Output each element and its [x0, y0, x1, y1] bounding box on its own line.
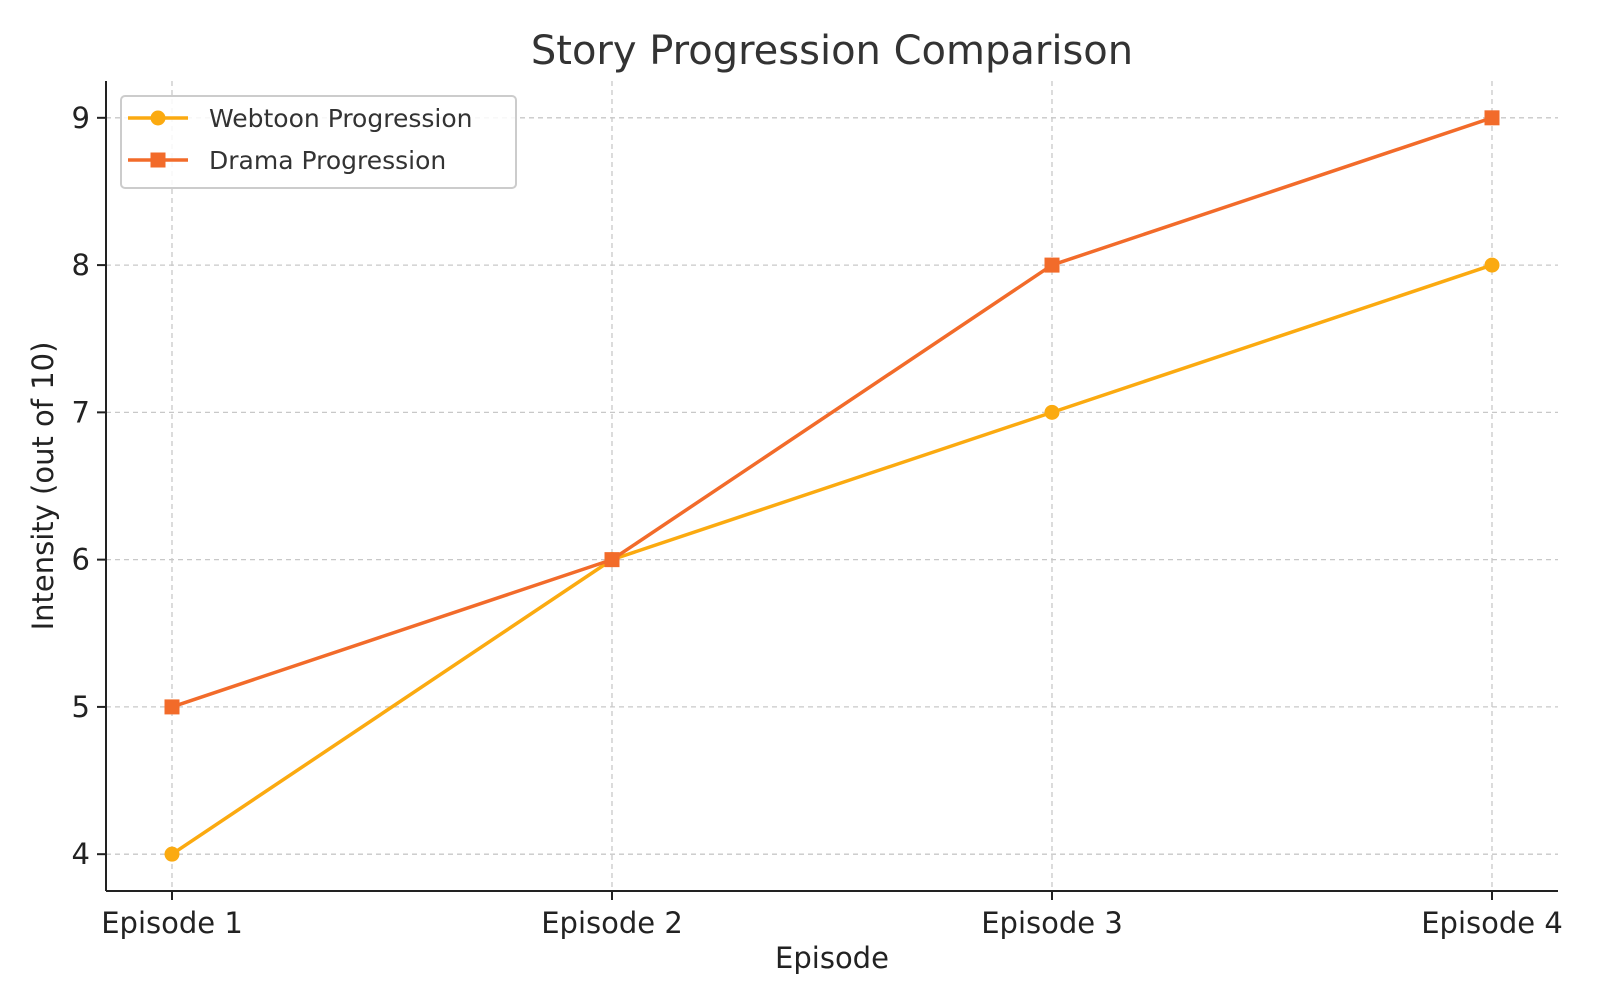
legend-box	[120, 95, 517, 189]
data-point	[1484, 257, 1500, 273]
x-tick-label: Episode 3	[981, 906, 1123, 940]
legend-marker-swatch	[150, 110, 166, 126]
y-tick-label: 5	[72, 690, 90, 724]
y-tick-label: 4	[72, 837, 90, 871]
legend-label: Drama Progression	[209, 146, 446, 175]
data-point	[1044, 257, 1060, 273]
series-line	[171, 263, 1493, 856]
data-point	[1044, 404, 1060, 420]
legend-item: Drama Progression	[128, 146, 446, 175]
x-tick-label: Episode 2	[541, 906, 683, 940]
data-point	[1484, 110, 1500, 126]
legend-marker-swatch	[150, 152, 166, 168]
legend: Webtoon Progression Drama Progression	[120, 95, 517, 189]
y-tick-label: 9	[72, 101, 90, 135]
x-tick-label: Episode 1	[101, 906, 243, 940]
y-tick-label: 6	[72, 543, 90, 577]
chart-title: Story Progression Comparison	[531, 28, 1133, 74]
legend-label: Webtoon Progression	[209, 104, 472, 133]
y-tick-label: 8	[72, 248, 90, 282]
ticks: 4 5 6 7 8 9 Episode 1 Episode 2 Episode 3 Episode…	[72, 101, 1563, 940]
x-axis-label: Episode	[775, 941, 889, 975]
series	[164, 110, 1500, 862]
axes	[105, 81, 1558, 892]
data-point	[604, 552, 620, 568]
series-0	[164, 257, 1500, 862]
series-line	[171, 116, 1493, 709]
y-axis-label: Intensity (out of 10)	[26, 342, 60, 631]
data-point	[164, 699, 180, 715]
legend-item: Webtoon Progression	[128, 104, 472, 133]
grid	[106, 81, 1558, 891]
x-tick-label: Episode 4	[1421, 906, 1563, 940]
series-1	[164, 110, 1500, 715]
data-point	[164, 846, 180, 862]
y-tick-label: 7	[72, 395, 90, 429]
